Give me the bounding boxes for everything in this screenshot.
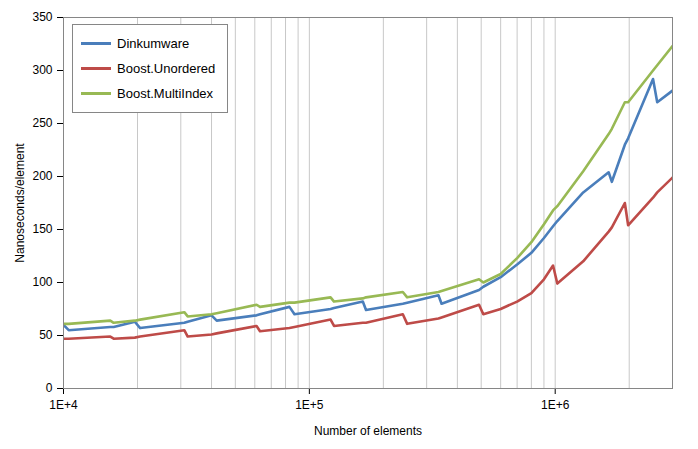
svg-text:Number of elements: Number of elements bbox=[314, 424, 422, 438]
html-text:Boost.Unordered: Boost.Unordered bbox=[117, 61, 216, 76]
svg-text:300: 300 bbox=[32, 63, 52, 77]
html-text:Boost.MultiIndex: Boost.MultiIndex bbox=[117, 86, 214, 101]
html-text:Dinkumware: Dinkumware bbox=[117, 36, 190, 51]
svg-text:0: 0 bbox=[46, 381, 53, 395]
svg-text:1E+5: 1E+5 bbox=[295, 398, 324, 412]
svg-text:1E+6: 1E+6 bbox=[541, 398, 570, 412]
svg-text:50: 50 bbox=[39, 328, 53, 342]
svg-text:150: 150 bbox=[32, 222, 52, 236]
svg-text:350: 350 bbox=[32, 10, 52, 24]
svg-text:Nanoseconds/element: Nanoseconds/element bbox=[13, 143, 27, 263]
svg-text:200: 200 bbox=[32, 169, 52, 183]
svg-text:100: 100 bbox=[32, 275, 52, 289]
svg-text:1E+4: 1E+4 bbox=[49, 398, 78, 412]
svg-text:250: 250 bbox=[32, 116, 52, 130]
